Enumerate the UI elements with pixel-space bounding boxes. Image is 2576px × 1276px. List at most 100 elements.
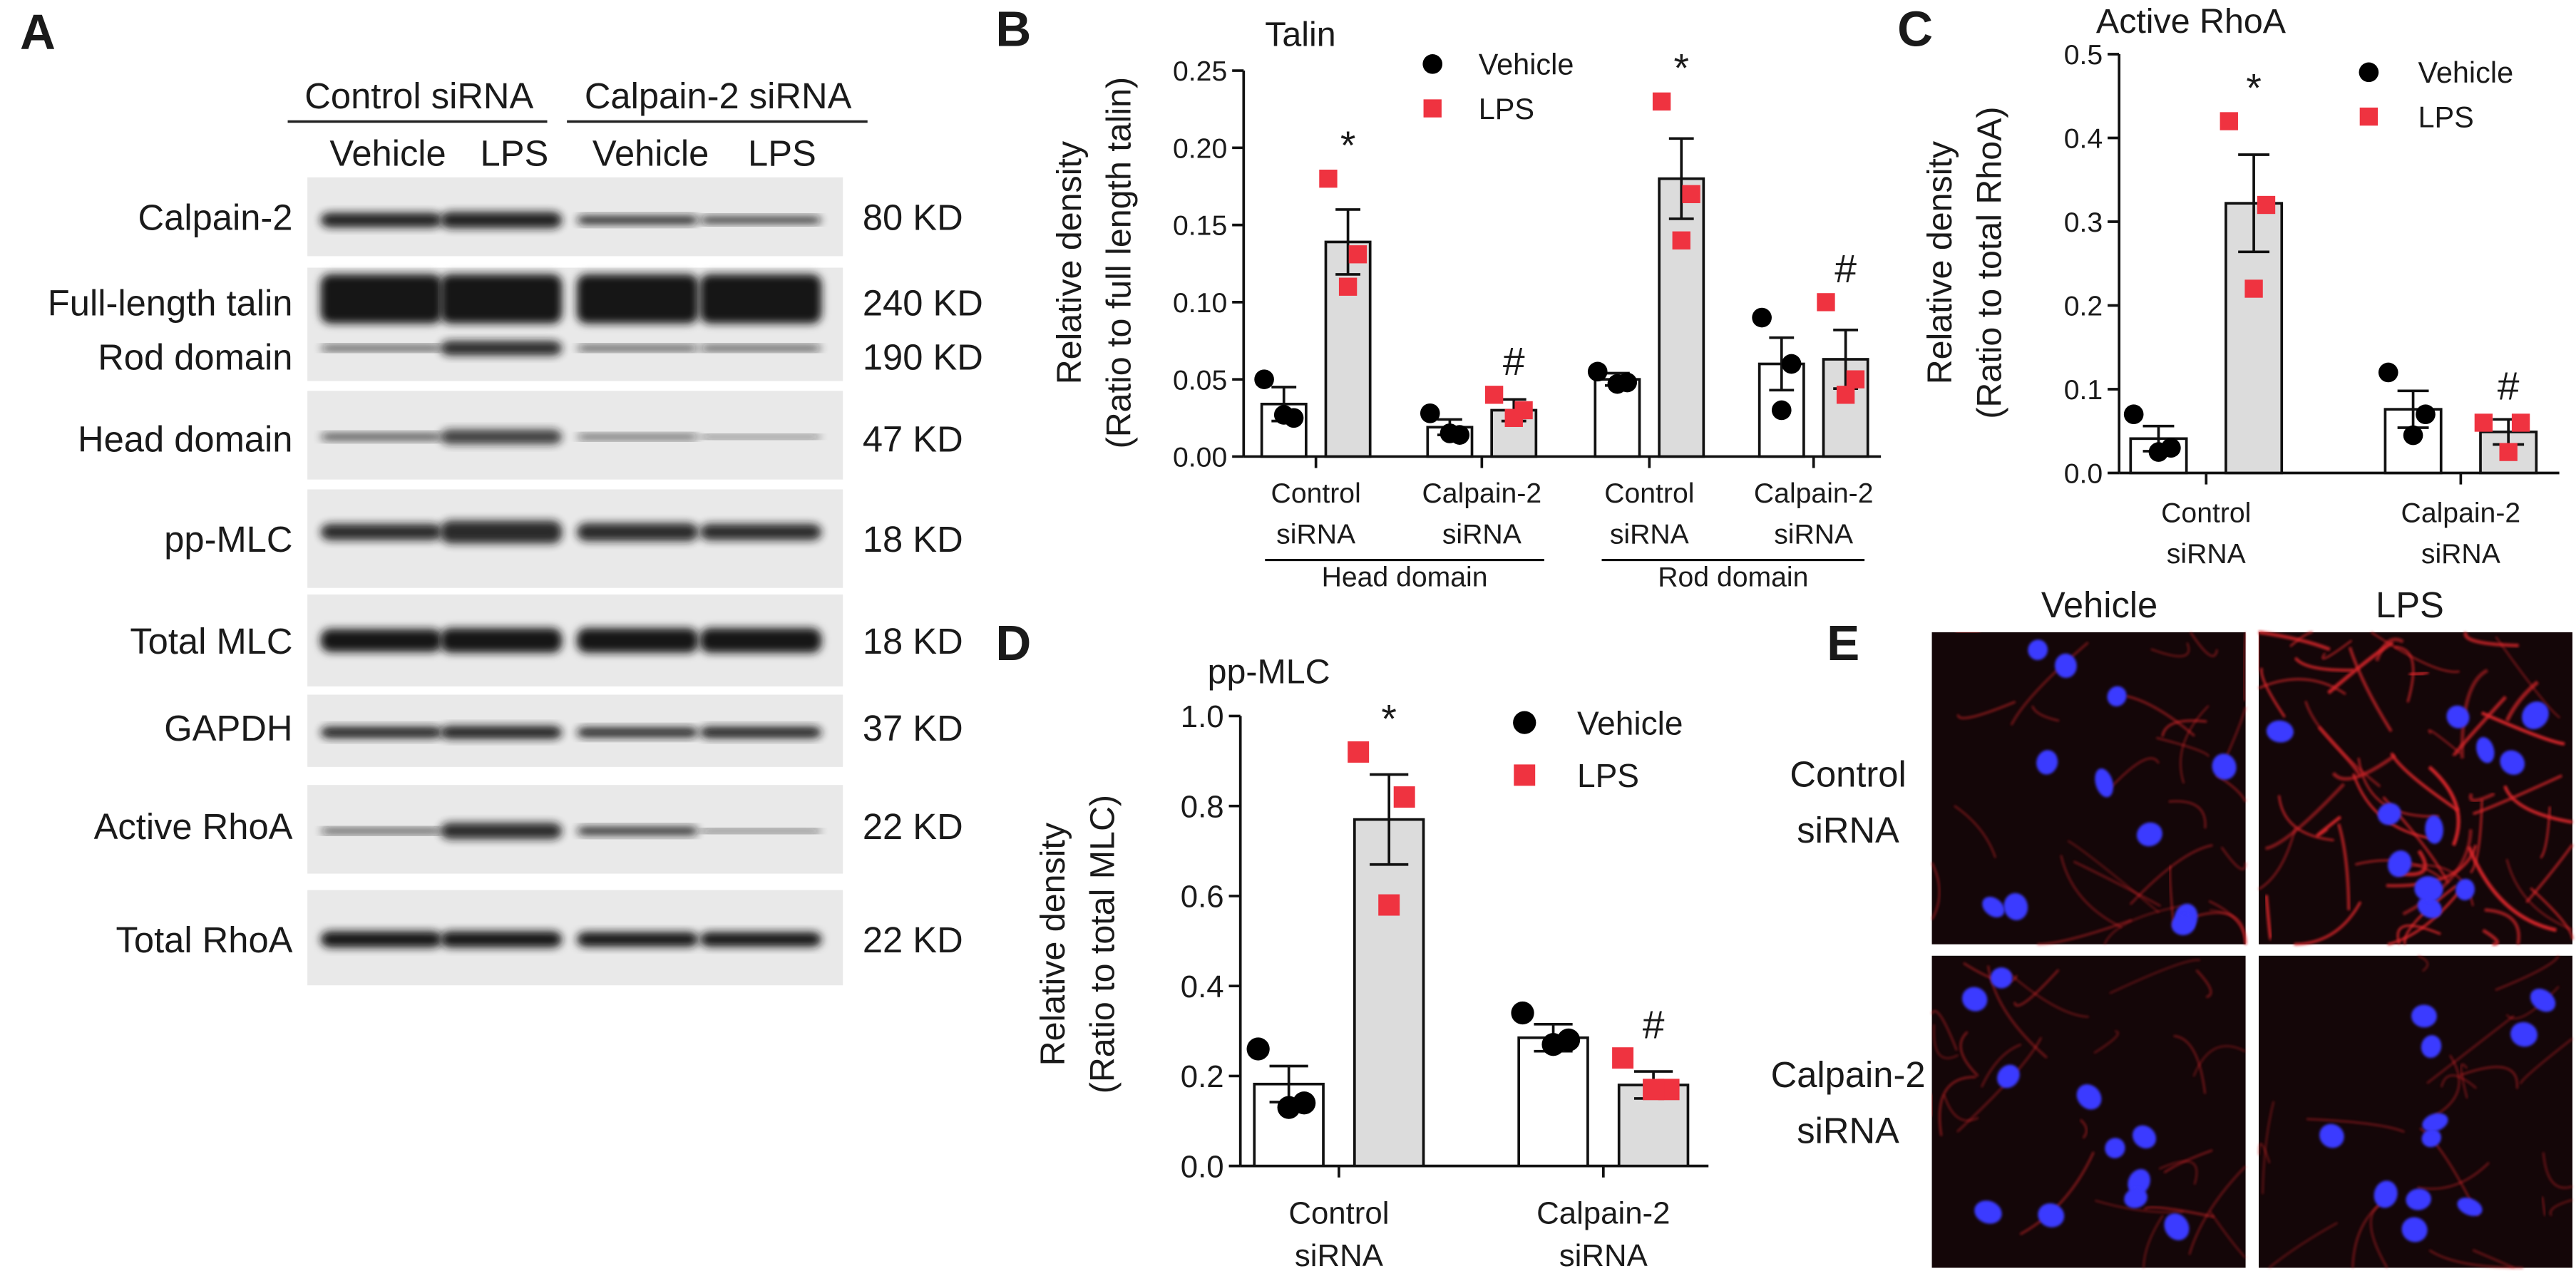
nucleus	[2510, 1022, 2537, 1047]
blot-size-label: 22 KD	[863, 920, 963, 960]
nucleus	[2422, 1113, 2448, 1132]
actin-fiber	[2480, 711, 2565, 746]
actin-fiber	[2260, 667, 2286, 718]
blot-band	[440, 726, 563, 739]
actin-fiber	[1933, 1024, 1959, 1059]
actin-fiber	[2525, 843, 2574, 903]
blot-band	[440, 274, 563, 324]
data-point	[1348, 741, 1370, 763]
lane-label: LPS	[481, 133, 549, 174]
actin-fiber	[2067, 840, 2160, 913]
actin-fiber	[2010, 642, 2089, 726]
x-tick-label: Control siRNA	[1271, 478, 1361, 550]
blot-band	[320, 345, 443, 351]
data-point	[2148, 442, 2169, 462]
group-label: Rod domain	[1658, 562, 1808, 592]
blot-band	[699, 628, 822, 653]
panel-letter: E	[1827, 615, 1859, 671]
actin-fiber	[2006, 970, 2089, 1018]
actin-fiber	[2317, 726, 2361, 778]
data-point	[1781, 354, 1802, 374]
actin-fiber	[1956, 701, 2016, 719]
actin-fiber	[2375, 637, 2404, 662]
data-point	[1246, 1037, 1270, 1061]
actin-fiber	[2188, 1166, 2247, 1255]
actin-fiber	[2396, 925, 2441, 945]
actin-fiber	[2289, 631, 2313, 647]
data-point	[1348, 245, 1367, 264]
nucleus	[2107, 686, 2127, 706]
blot-band	[576, 434, 699, 440]
blot-size-label: 18 KD	[863, 621, 963, 662]
actin-fiber	[2060, 855, 2123, 928]
micrograph	[1931, 955, 2247, 1268]
blot-band	[699, 829, 822, 833]
significance-mark: #	[1834, 247, 1857, 291]
actin-fiber	[2125, 694, 2195, 737]
actin-fiber	[2541, 1196, 2546, 1216]
nucleus	[2421, 1035, 2442, 1059]
nucleus	[2374, 1180, 2398, 1208]
y-axis-label: (Ratio to total MLC)	[1083, 795, 1122, 1094]
significance-mark: #	[2498, 364, 2520, 408]
actin-fiber	[2258, 678, 2346, 695]
image-row-label: Control siRNA	[1790, 753, 1906, 850]
actin-fiber	[2520, 1038, 2573, 1085]
actin-fiber	[2408, 670, 2429, 676]
blot-band	[440, 520, 563, 544]
blot-band	[576, 523, 699, 542]
legend-label: Vehicle	[1479, 48, 1574, 81]
blot-row-label: Active RhoA	[94, 806, 293, 847]
nucleus	[2124, 1188, 2147, 1208]
actin-fiber	[1959, 1031, 1979, 1077]
nucleus	[2128, 1168, 2150, 1195]
blot-band	[440, 823, 563, 840]
actin-fiber	[1931, 1010, 1958, 1051]
significance-mark: *	[1340, 123, 1356, 168]
blot-band	[699, 726, 822, 739]
actin-fiber	[1981, 1044, 2022, 1088]
actin-fiber	[2294, 657, 2354, 672]
actin-fiber	[2468, 792, 2495, 803]
blot-size-label: 47 KD	[863, 419, 963, 460]
panel-letter: D	[995, 615, 1031, 671]
actin-fiber	[2550, 1199, 2573, 1216]
nucleus	[2095, 768, 2114, 798]
actin-fiber	[2268, 1222, 2338, 1269]
actin-fiber	[2418, 955, 2428, 972]
micrograph-background	[1931, 632, 2246, 945]
actin-fiber	[2530, 887, 2574, 940]
blot-band	[576, 628, 699, 653]
actin-fiber	[2173, 1035, 2206, 1094]
lane-label: Vehicle	[329, 133, 446, 174]
actin-fiber	[2321, 639, 2353, 659]
data-point	[2220, 112, 2238, 130]
x-tick-label: Calpain-2 siRNA	[1536, 1195, 1670, 1273]
x-tick-label: Control siRNA	[2161, 498, 2251, 570]
actin-fiber	[2463, 632, 2519, 647]
actin-fiber	[2505, 858, 2573, 931]
actin-fiber	[2503, 785, 2573, 824]
actin-fiber	[2242, 632, 2247, 701]
blot-band	[576, 826, 699, 835]
significance-mark: #	[1643, 1003, 1665, 1047]
actin-fiber	[2190, 912, 2247, 945]
y-tick-label: 0.10	[1173, 288, 1227, 319]
actin-fiber	[2264, 895, 2273, 941]
nucleus	[2425, 815, 2443, 844]
actin-fiber	[1931, 1094, 1934, 1117]
actin-fiber	[2403, 885, 2457, 945]
blot-row-label: Calpain-2	[138, 197, 293, 238]
actin-fiber	[2095, 1200, 2184, 1213]
actin-fiber	[2484, 908, 2520, 945]
y-tick-label: 0.0	[2064, 459, 2103, 490]
actin-fiber	[2163, 1149, 2213, 1173]
y-tick-label: 0.3	[2064, 207, 2103, 238]
legend-label: Vehicle	[1577, 704, 1683, 741]
y-tick-label: 0.4	[1181, 969, 1224, 1004]
lane-label: Vehicle	[592, 133, 709, 174]
significance-mark: #	[1503, 339, 1525, 384]
chart-title: Active RhoA	[2096, 2, 2287, 41]
actin-fiber	[1943, 1094, 1979, 1121]
data-point	[2416, 404, 2436, 425]
